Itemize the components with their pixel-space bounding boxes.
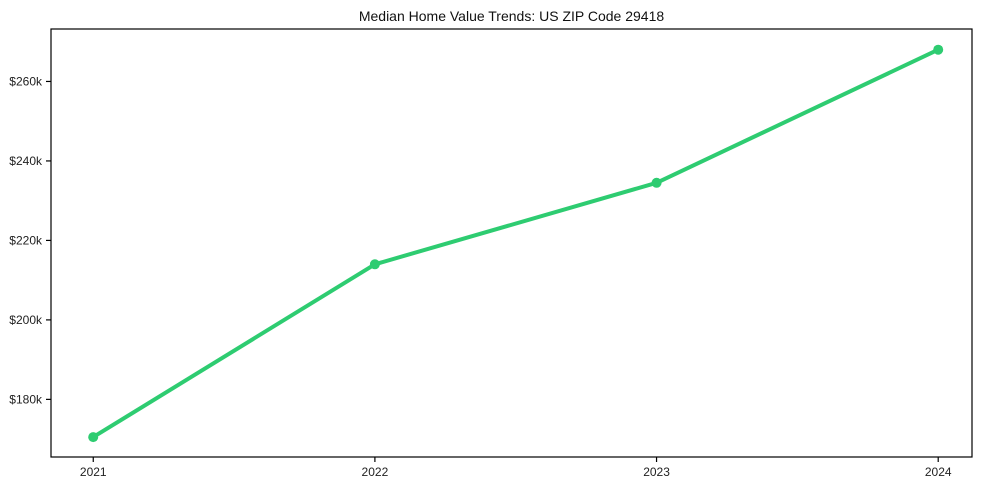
plot-border — [50, 28, 973, 458]
data-point-2022 — [369, 259, 380, 270]
x-tick-label: 2024 — [925, 465, 952, 479]
x-tick-label: 2023 — [643, 465, 670, 479]
y-tick-label: $220k — [9, 233, 43, 247]
data-point-2023 — [651, 177, 662, 188]
y-tick-label: $240k — [9, 154, 43, 168]
y-tick-label: $180k — [9, 392, 43, 406]
chart-title: Median Home Value Trends: US ZIP Code 29… — [358, 8, 665, 24]
y-tick-label: $200k — [9, 313, 43, 327]
data-point-2021 — [88, 432, 99, 443]
trend-line — [91, 47, 941, 440]
y-tick-label: $260k — [9, 74, 43, 88]
x-tick-label: 2022 — [362, 465, 389, 479]
x-tick-label: 2021 — [80, 465, 107, 479]
data-point-2024 — [933, 44, 944, 55]
